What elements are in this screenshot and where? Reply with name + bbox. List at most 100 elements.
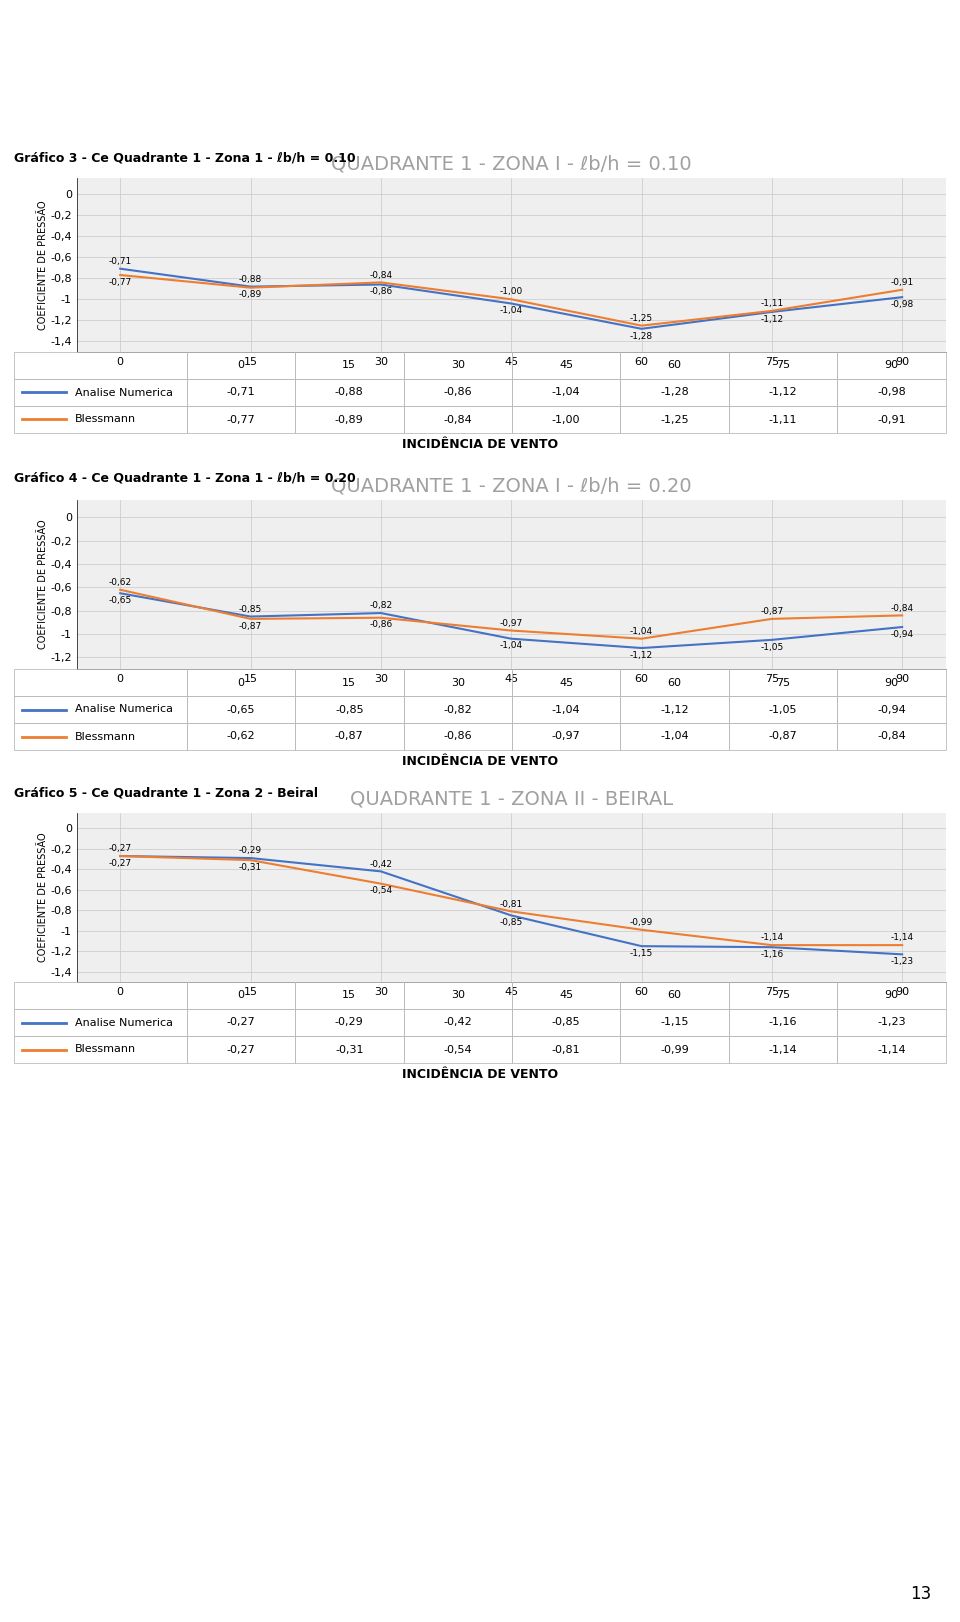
Text: -1,14: -1,14 [877,1045,905,1054]
Text: Analise Numerica: Analise Numerica [75,1017,173,1027]
Text: -1,12: -1,12 [630,650,653,660]
Text: -1,23: -1,23 [891,957,914,967]
Text: 75: 75 [776,360,790,370]
Bar [403,380,512,406]
Bar [403,981,512,1009]
Text: -0,94: -0,94 [891,629,914,639]
Bar [186,1009,295,1036]
Text: 90: 90 [884,678,899,688]
Bar [620,696,729,723]
Text: -1,25: -1,25 [660,415,689,425]
Text: -0,65: -0,65 [108,595,132,605]
Text: -0,29: -0,29 [239,847,262,855]
Bar [837,723,946,749]
Bar [729,696,837,723]
Text: -0,27: -0,27 [108,858,132,868]
Text: -0,62: -0,62 [108,577,132,587]
Text: 45: 45 [559,991,573,1001]
Text: -0,99: -0,99 [630,918,653,928]
Bar [620,406,729,433]
Text: -1,28: -1,28 [630,331,653,341]
Text: -1,14: -1,14 [760,933,783,942]
Bar [14,723,186,749]
Text: -1,00: -1,00 [499,287,523,297]
Text: 0: 0 [237,360,245,370]
Text: -0,87: -0,87 [769,732,798,741]
Bar [837,380,946,406]
Text: INCIDÊNCIA DE VENTO: INCIDÊNCIA DE VENTO [402,438,558,451]
Text: -1,04: -1,04 [660,732,689,741]
Text: 60: 60 [667,360,682,370]
Text: -0,86: -0,86 [370,621,393,629]
Text: -0,82: -0,82 [444,704,472,715]
Text: -0,81: -0,81 [552,1045,581,1054]
Text: Gráfico 4 - Ce Quadrante 1 - Zona 1 - ℓb/h = 0.20: Gráfico 4 - Ce Quadrante 1 - Zona 1 - ℓb… [14,472,356,485]
Text: INCIDÊNCIA DE VENTO: INCIDÊNCIA DE VENTO [402,754,558,767]
Bar [403,1036,512,1062]
Text: -0,82: -0,82 [370,602,393,610]
Bar [186,696,295,723]
Text: -0,87: -0,87 [760,607,783,616]
Text: -0,54: -0,54 [444,1045,472,1054]
Text: 0: 0 [237,991,245,1001]
Bar [403,696,512,723]
Y-axis label: COEFICIENTE DE PRESSÃO: COEFICIENTE DE PRESSÃO [37,200,48,329]
Bar [14,380,186,406]
Text: -1,05: -1,05 [769,704,797,715]
Bar [14,668,186,696]
Text: -0,85: -0,85 [552,1017,581,1027]
Text: -0,87: -0,87 [335,732,364,741]
Text: -0,81: -0,81 [499,900,523,908]
Text: -0,77: -0,77 [108,277,132,287]
Bar [837,352,946,380]
Text: -1,25: -1,25 [630,315,653,323]
Text: 90: 90 [884,360,899,370]
Bar [186,380,295,406]
Bar [14,352,186,380]
Bar [729,352,837,380]
Text: -0,94: -0,94 [877,704,906,715]
Bar [620,352,729,380]
Text: -1,16: -1,16 [769,1017,797,1027]
Bar [295,380,403,406]
Bar [512,668,620,696]
Bar [512,1036,620,1062]
Bar [837,1009,946,1036]
Title: QUADRANTE 1 - ZONA I - ℓb/h = 0.20: QUADRANTE 1 - ZONA I - ℓb/h = 0.20 [331,477,691,496]
Bar [512,406,620,433]
Text: -1,04: -1,04 [552,388,581,397]
Text: 15: 15 [343,991,356,1001]
Text: -0,31: -0,31 [335,1045,364,1054]
Bar [403,1009,512,1036]
Text: Gráfico 3 - Ce Quadrante 1 - Zona 1 - ℓb/h = 0.10: Gráfico 3 - Ce Quadrante 1 - Zona 1 - ℓb… [14,152,356,165]
Bar [729,981,837,1009]
Bar [512,1009,620,1036]
Text: 45: 45 [559,360,573,370]
Bar [729,406,837,433]
Text: Gráfico 5 - Ce Quadrante 1 - Zona 2 - Beiral: Gráfico 5 - Ce Quadrante 1 - Zona 2 - Be… [14,787,319,800]
Bar [403,352,512,380]
Text: Blessmann: Blessmann [75,415,136,425]
Text: -1,14: -1,14 [891,933,914,942]
Text: -1,12: -1,12 [760,315,783,324]
Text: -0,86: -0,86 [444,388,472,397]
Text: -0,62: -0,62 [227,732,255,741]
Text: 75: 75 [776,678,790,688]
Text: 30: 30 [450,678,465,688]
Bar [295,406,403,433]
Bar [512,380,620,406]
Bar [295,981,403,1009]
Text: -0,86: -0,86 [370,287,393,297]
Text: -0,71: -0,71 [108,256,132,266]
Bar [295,352,403,380]
Y-axis label: COEFICIENTE DE PRESSÃO: COEFICIENTE DE PRESSÃO [37,832,48,962]
Bar [403,406,512,433]
Text: -1,14: -1,14 [769,1045,798,1054]
Text: 45: 45 [559,678,573,688]
Y-axis label: COEFICIENTE DE PRESSÃO: COEFICIENTE DE PRESSÃO [37,519,48,649]
Bar [620,380,729,406]
Text: -0,87: -0,87 [239,621,262,631]
Text: 0: 0 [237,678,245,688]
Bar [512,723,620,749]
Bar [729,380,837,406]
